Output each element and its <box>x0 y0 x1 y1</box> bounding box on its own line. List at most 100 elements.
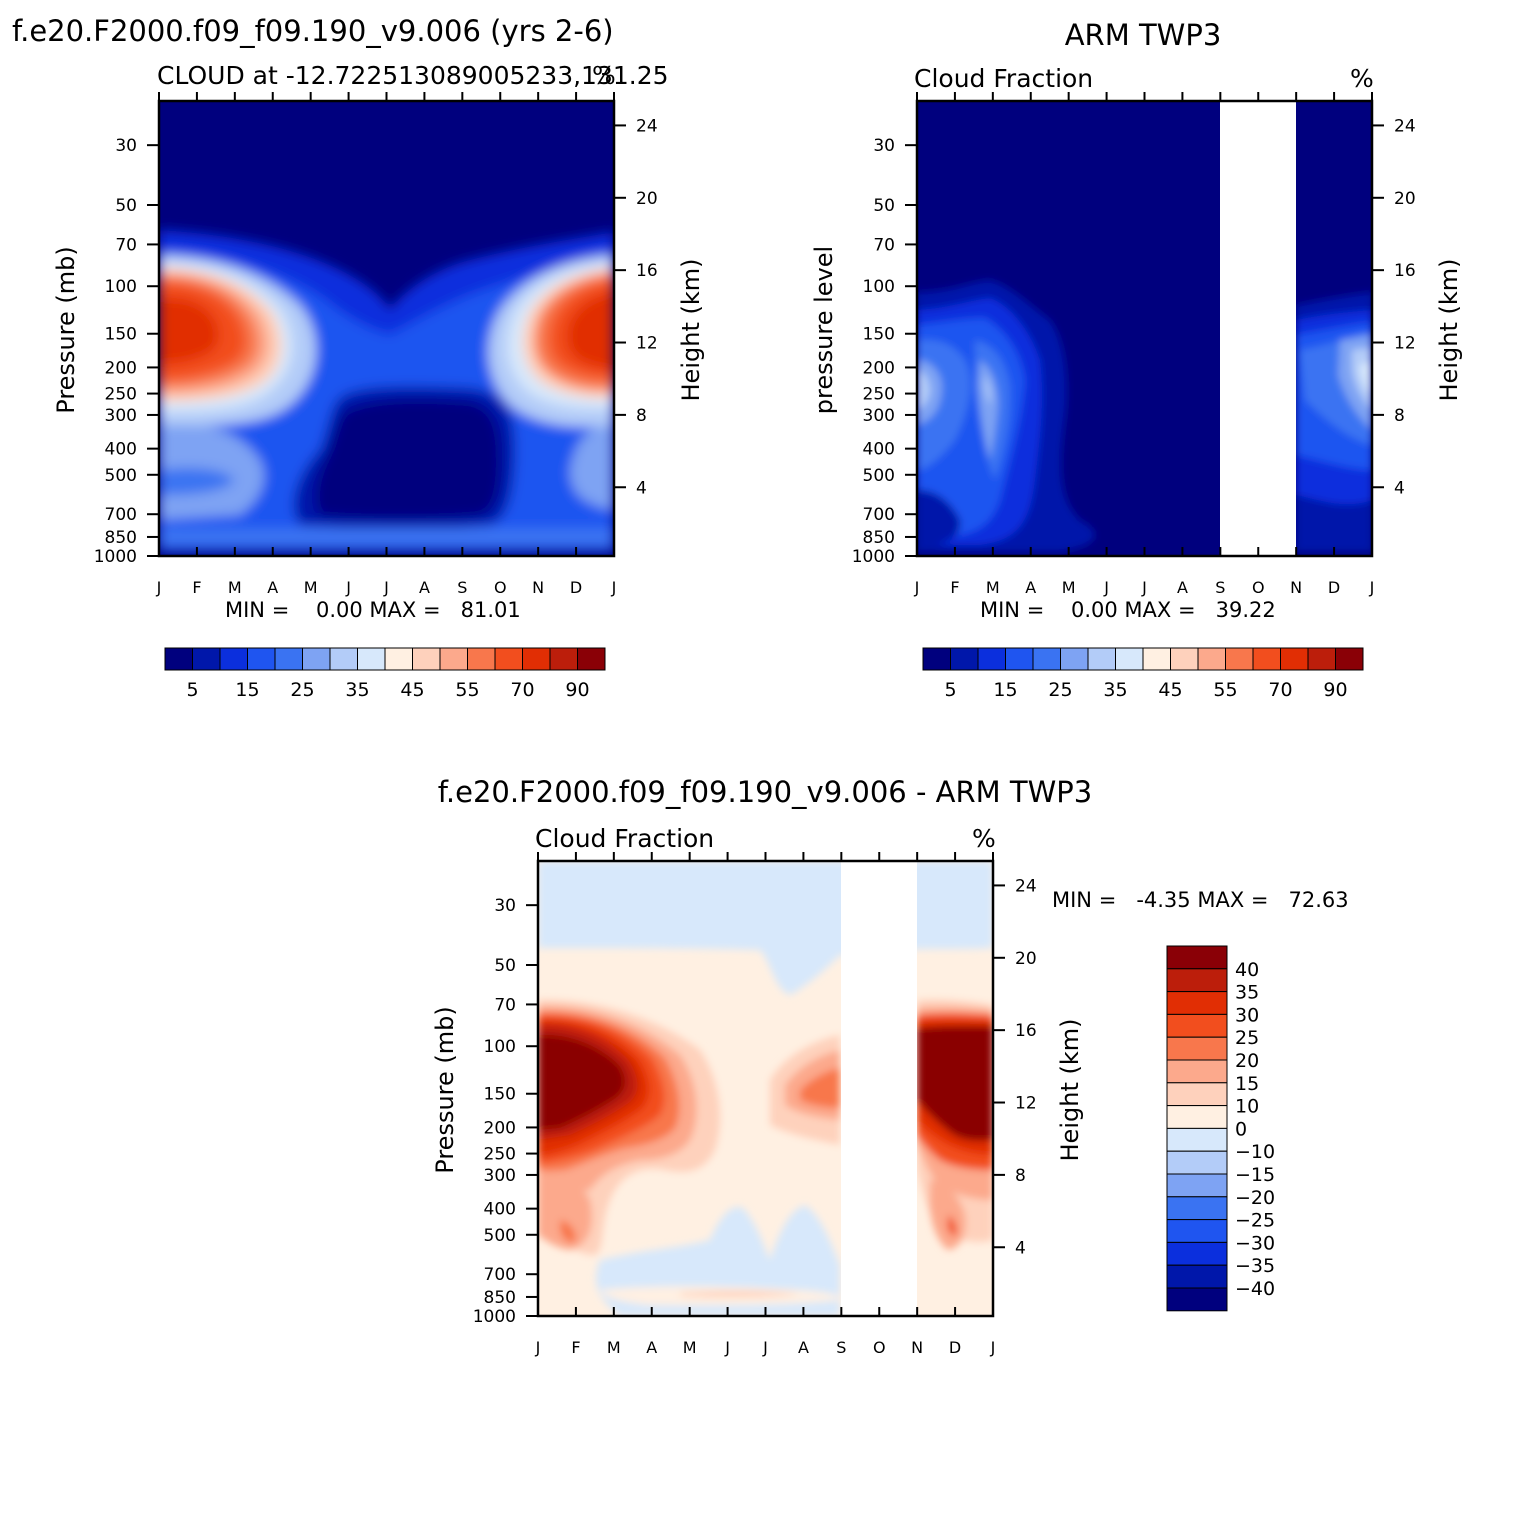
colorbar-label: −35 <box>1235 1255 1275 1277</box>
y-tick-label-left: 500 <box>863 466 895 486</box>
y-tick-label-left: 400 <box>484 1200 516 1220</box>
colorbar-swatch <box>977 647 1006 671</box>
colorbar-swatch <box>412 647 441 671</box>
x-tick-label: A <box>419 578 430 597</box>
y-axis-label-left: pressure level <box>810 246 838 414</box>
x-tick-label: S <box>1215 578 1225 597</box>
colorbar-swatch <box>577 647 606 671</box>
y-tick-label-right: 4 <box>1394 478 1405 498</box>
colorbar-swatch <box>1142 647 1171 671</box>
colorbar-horizontal-1: 5 15 25 35 45 55 70 90 <box>922 647 1364 701</box>
y-tick-label-left: 500 <box>105 466 137 486</box>
colorbar-label: −10 <box>1235 1141 1275 1163</box>
y-tick-label-right: 20 <box>636 189 658 209</box>
colorbar-label: 10 <box>1235 1096 1259 1118</box>
colorbar-label: 35 <box>1235 982 1259 1004</box>
colorbar-swatch <box>522 647 551 671</box>
colorbar-label: 5 <box>944 679 956 701</box>
colorbar-swatch <box>384 647 413 671</box>
colorbar-label: 55 <box>1213 679 1237 701</box>
colorbar-swatch <box>494 647 523 671</box>
y-tick-label-left: 70 <box>494 995 516 1015</box>
colorbar-label: −40 <box>1235 1278 1275 1300</box>
y-tick-label-left: 1000 <box>852 547 895 567</box>
x-tick-label: M <box>986 578 1000 597</box>
y-tick-label-right: 16 <box>1015 1021 1037 1041</box>
colorbar-label: 20 <box>1235 1050 1259 1072</box>
colorbar-swatch <box>357 647 386 671</box>
colorbar-swatch <box>1166 1036 1228 1061</box>
panel-model-stats: MIN = 0.00 MAX = 81.01 <box>225 598 521 622</box>
colorbar-swatch <box>219 647 248 671</box>
x-tick-label: A <box>267 578 278 597</box>
x-tick-label: J <box>1103 578 1109 597</box>
panel-observations: ARM TWP3 Cloud Fraction % <box>914 18 1374 558</box>
x-tick-label: J <box>1369 578 1375 597</box>
colorbar-swatch <box>1166 991 1228 1015</box>
y-tick-label-left: 1000 <box>473 1307 516 1327</box>
axes-layer: J F M A M J J A S O N D J305070100150200250300400500… <box>52 92 1463 1357</box>
colorbar-swatch <box>922 647 951 671</box>
x-tick-label: A <box>1025 578 1036 597</box>
y-tick-label-left: 1000 <box>94 547 137 567</box>
y-tick-label-right: 24 <box>636 116 658 136</box>
colorbar-swatch <box>1166 1219 1228 1243</box>
colorbar-swatch <box>1005 647 1034 671</box>
y-tick-label-left: 30 <box>873 136 895 156</box>
colorbar-swatch <box>192 647 221 671</box>
y-tick-label-left: 500 <box>484 1226 516 1246</box>
colorbar-swatch <box>1280 647 1309 671</box>
panel-diff-subtitle: Cloud Fraction <box>535 824 714 853</box>
x-tick-label: S <box>457 578 467 597</box>
colorbar-swatch <box>1166 1287 1228 1312</box>
colorbar-swatch <box>1307 647 1336 671</box>
y-axis-label-right: Height (km) <box>1056 1019 1084 1162</box>
colorbar-swatch <box>1166 1013 1228 1038</box>
y-tick-label-right: 8 <box>1015 1166 1026 1186</box>
colorbar-swatch <box>950 647 979 671</box>
panel-obs-stats: MIN = 0.00 MAX = 39.22 <box>980 598 1276 622</box>
panel-model-units: % <box>592 61 616 90</box>
panel-obs-subtitle: Cloud Fraction <box>914 64 1093 93</box>
y-tick-label-left: 400 <box>105 440 137 460</box>
y-tick-label-right: 20 <box>1394 189 1416 209</box>
y-tick-label-left: 700 <box>484 1265 516 1285</box>
x-tick-label: J <box>1141 578 1147 597</box>
colorbar-swatch <box>274 647 303 671</box>
colorbar-swatch <box>1166 1082 1228 1107</box>
y-tick-label-left: 850 <box>484 1288 516 1308</box>
colorbar-label: 40 <box>1235 959 1259 981</box>
colorbar-swatch <box>1087 647 1116 671</box>
colorbar-swatch <box>1166 1150 1228 1175</box>
y-tick-label-left: 30 <box>115 136 137 156</box>
y-tick-label-left: 50 <box>494 956 516 976</box>
colorbar-swatch <box>1335 647 1364 671</box>
colorbar-swatch <box>1225 647 1254 671</box>
colorbar-layer: 5 15 25 35 45 55 70 90 5 15 25 35 45 55 70 904035302520… <box>164 647 1364 1312</box>
colorbar-swatch <box>1166 968 1228 993</box>
y-tick-label-left: 150 <box>863 325 895 345</box>
colorbar-swatch <box>1197 647 1226 671</box>
colorbar-horizontal-0: 5 15 25 35 45 55 70 90 <box>164 647 606 701</box>
colorbar-label: 15 <box>235 679 259 701</box>
colorbar-swatch <box>1166 1105 1228 1129</box>
y-tick-label-right: 12 <box>1394 334 1416 354</box>
x-tick-label: D <box>949 1338 961 1357</box>
x-tick-label: M <box>683 1338 697 1357</box>
colorbar-label: 25 <box>290 679 314 701</box>
y-tick-label-right: 20 <box>1015 949 1037 969</box>
y-tick-label-right: 8 <box>636 406 647 426</box>
y-axis-label-left: Pressure (mb) <box>431 1006 459 1173</box>
colorbar-label: 90 <box>1323 679 1347 701</box>
panel-model-subtitle: CLOUD at -12.722513089005233,131.25 <box>157 61 669 90</box>
colorbar-label: 55 <box>455 679 479 701</box>
colorbar-swatch <box>1166 1196 1228 1221</box>
y-tick-label-right: 4 <box>636 478 647 498</box>
x-tick-label: M <box>607 1338 621 1357</box>
colorbar-swatch <box>439 647 468 671</box>
y-tick-label-left: 100 <box>863 277 895 297</box>
x-tick-label: D <box>570 578 582 597</box>
